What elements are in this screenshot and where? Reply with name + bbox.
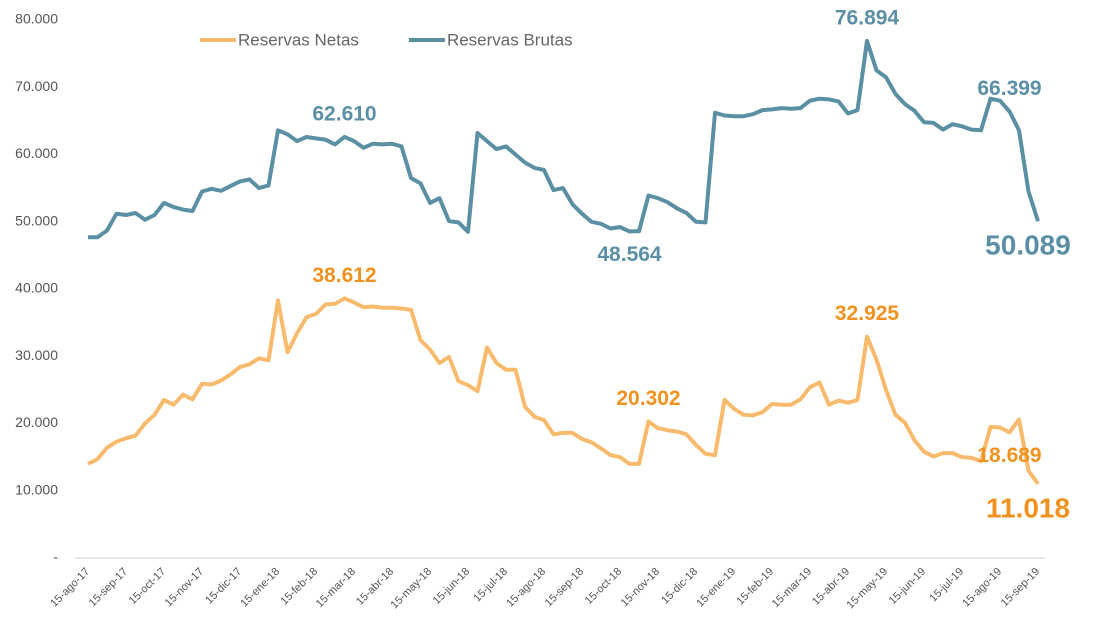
data-label: 62.610 <box>312 102 376 125</box>
data-label: 11.018 <box>986 492 1070 523</box>
y-tick-label: 30.000 <box>15 347 58 363</box>
x-tick-label: 15-ene-19 <box>694 566 738 610</box>
data-label: 20.302 <box>616 387 680 410</box>
y-tick-label: - <box>53 549 58 565</box>
data-label: 18.689 <box>977 444 1041 467</box>
data-label: 76.894 <box>835 6 900 29</box>
x-tick-label: 15-nov-17 <box>163 566 207 610</box>
x-tick-label: 15-ene-18 <box>238 566 282 610</box>
x-tick-label: 15-sep-19 <box>999 566 1043 610</box>
y-tick-label: 50.000 <box>15 212 58 228</box>
x-tick-label: 15-jun-19 <box>887 566 928 607</box>
x-tick-label: 15-jun-18 <box>431 566 472 607</box>
data-label: 48.564 <box>597 243 662 266</box>
y-tick-label: 80.000 <box>15 11 58 27</box>
y-tick-label: 40.000 <box>15 280 58 296</box>
x-tick-label: 15-sep-18 <box>543 566 587 610</box>
y-tick-label: 10.000 <box>15 481 58 497</box>
data-label: 66.399 <box>977 77 1041 100</box>
legend-label: Reservas Brutas <box>447 30 573 49</box>
x-tick-label: 15-nov-18 <box>619 566 663 610</box>
y-tick-label: 60.000 <box>15 145 58 161</box>
x-tick-label: 15-jul-19 <box>927 566 966 605</box>
data-label: 32.925 <box>835 302 900 325</box>
x-tick-label: 15-mar-19 <box>770 566 814 610</box>
x-tick-label: 15-sep-17 <box>87 566 131 610</box>
data-label: 38.612 <box>312 264 376 287</box>
x-tick-label: 15-mar-18 <box>314 566 358 610</box>
line-series <box>88 38 1040 240</box>
data-label: 50.089 <box>985 230 1071 261</box>
y-tick-label: 20.000 <box>15 414 58 430</box>
x-tick-label: 15-ago-19 <box>960 566 1004 610</box>
x-tick-label: 15-may-18 <box>389 566 435 612</box>
y-tick-label: 70.000 <box>15 78 58 94</box>
x-tick-label: 15-ago-17 <box>48 566 92 610</box>
x-tick-label: 15-jul-18 <box>471 566 510 605</box>
line-series <box>87 296 1040 486</box>
x-tick-label: 15-may-19 <box>845 566 891 612</box>
x-tick-label: 15-ago-18 <box>504 566 548 610</box>
legend-label: Reservas Netas <box>238 30 359 49</box>
